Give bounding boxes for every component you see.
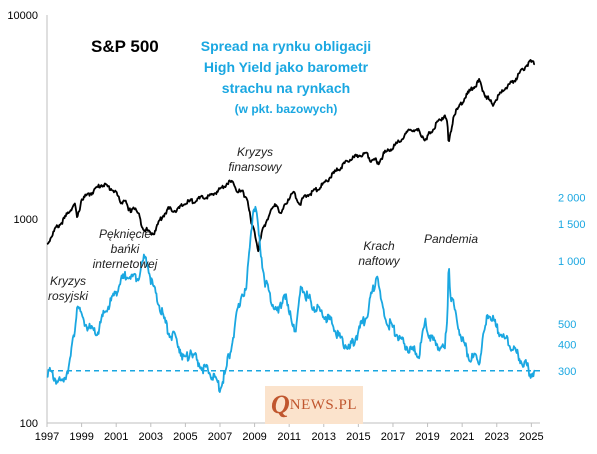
x-tick-label: 2019 [415,431,439,443]
sp500-line [46,59,535,253]
hy-title-line-1: Spread na rynku obligacji [200,38,372,54]
left-tick-label: 100 [20,418,38,430]
annotation-line: Pandemia [423,232,479,246]
x-tick-label: 2001 [104,431,128,443]
x-tick-label: 2007 [208,431,232,443]
annotation-line: bańki [110,242,140,256]
right-tick-label: 1 000 [558,256,586,268]
right-tick-label: 2 000 [558,193,586,205]
x-tick-label: 2003 [139,431,163,443]
x-tick-label: 2011 [277,431,301,443]
x-tick-label: 1999 [69,431,93,443]
x-tick-label: 2013 [312,431,336,443]
right-tick-label: 400 [558,340,576,352]
x-tick-label: 2005 [173,431,197,443]
annotation-peknięcie-banki: Pęknięcie bańki internetowej [86,227,164,272]
logo-q: Q [270,390,290,419]
x-tick-label: 2009 [242,431,266,443]
x-tick-label: 2015 [346,431,370,443]
annotation-krach-naftowy: Krach naftowy [348,239,410,269]
spx-title: S&P 500 [91,37,159,56]
annotation-pandemia: Pandemia [416,232,486,247]
annotation-kryzys-finansowy: Kryzys finansowy [222,145,288,175]
qnews-logo: Q NEWS.PL [265,386,363,424]
hy-title: Spread na rynku obligacji High Yield jak… [186,36,386,120]
annotation-line: Pęknięcie [98,227,152,241]
series-layer [46,59,540,393]
annotation-line: Kryzys [50,274,86,288]
annotation-line: Kryzys [237,145,273,159]
right-tick-label: 300 [558,366,576,378]
x-tick-label: 2021 [450,431,474,443]
logo-text: NEWS.PL [289,396,358,413]
hy-title-line-2: High Yield jako barometr [203,59,369,75]
annotation-line: rosyjski [47,289,88,303]
right-tick-label: 1 500 [558,219,586,231]
annotation-line: naftowy [358,254,400,268]
left-tick-label: 10000 [7,10,38,22]
x-tick-label: 2023 [485,431,509,443]
annotation-line: Krach [363,239,395,253]
hy-title-line-3: strachu na rynkach [221,80,351,96]
x-tick-label: 1997 [35,431,59,443]
left-tick-label: 1000 [14,214,38,226]
hy-subtitle: (w pkt. bazowych) [234,102,338,116]
annotation-line: finansowy [228,160,282,174]
axes: 1997 1999 2001 2003 2005 2007 2009 2011 2013 2015… [7,10,585,443]
x-tick-label: 2017 [381,431,405,443]
x-tick-label: 2025 [519,431,543,443]
annotation-kryzys-rosyjski: Kryzys rosyjski [38,274,98,304]
annotation-line: internetowej [92,257,158,271]
right-tick-label: 500 [558,319,576,331]
hy-spread-line [46,205,536,393]
